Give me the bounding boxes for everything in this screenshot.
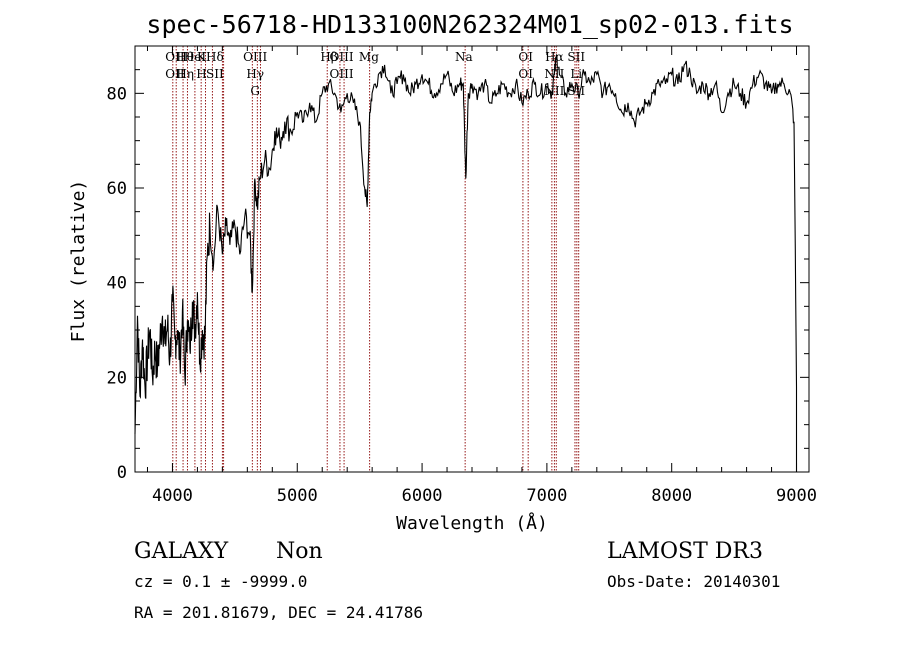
y-tick-label-60: 60 [107,179,127,199]
x-tick-label-9000: 9000 [776,486,817,506]
y-tick-label-20: 20 [107,368,127,388]
line-label-11-0: Hα [545,50,564,64]
line-label-5-2: G [250,84,260,98]
line-label-6-0: Hβ [320,50,337,64]
object-class: GALAXY [134,539,229,564]
x-tick-label-5000: 5000 [277,486,318,506]
line-label-2-0: HeI [184,50,207,64]
line-label-0-0: OII [165,50,185,64]
line-label-0-1: OII [165,67,185,81]
x-axis-ticks: 4000 5000 6000 7000 8000 9000 [146,46,817,506]
line-label-7-1: OIII [330,67,354,81]
line-label-8-0: Mg [359,50,379,64]
line-label-7-0: OIII [330,50,354,64]
line-label-12-0: SII [567,50,585,64]
emission-line-markers [172,46,580,472]
spectrum-line [134,53,798,472]
coordinates-readout: RA = 201.81679, DEC = 24.41786 [134,603,423,622]
line-label-4-1: SII [206,67,224,81]
line-label-1-1: Hη [176,67,194,81]
survey-name: LAMOST DR3 [607,539,763,564]
x-tick-label-7000: 7000 [526,486,567,506]
line-label-3-1: H [196,67,206,81]
plot-frame [134,45,810,473]
redshift-readout: cz = 0.1 ± -9999.0 [134,572,307,591]
line-label-12-1: Li [570,67,582,81]
line-label-1-0: Hθ [176,50,194,64]
observation-date: Obs-Date: 20140301 [607,572,780,591]
line-label-11-2: NII [544,84,564,98]
y-tick-label-80: 80 [107,84,127,104]
line-label-5-1: Hγ [246,67,264,81]
x-tick-label-8000: 8000 [651,486,692,506]
y-tick-label-40: 40 [107,274,127,294]
object-subclass: Non [276,539,323,564]
line-label-9-0: Na [455,50,473,64]
line-label-5-0: OIII [243,50,267,64]
line-label-10-0: OI [518,50,533,64]
line-label-3-0: K [197,50,207,64]
line-label-4-0: Hδ [206,50,224,64]
chart-title: spec-56718-HD133100N262324M01_sp02-013.f… [146,10,793,39]
x-tick-label-6000: 6000 [402,486,443,506]
y-tick-label-0: 0 [117,463,127,483]
y-axis-ticks: 0 20 40 60 80 [107,69,809,483]
line-label-10-1: OI [518,67,533,81]
x-axis-label: Wavelength (Å) [396,512,548,534]
y-axis-label: Flux (relative) [68,180,89,343]
x-tick-label-4000: 4000 [152,486,193,506]
